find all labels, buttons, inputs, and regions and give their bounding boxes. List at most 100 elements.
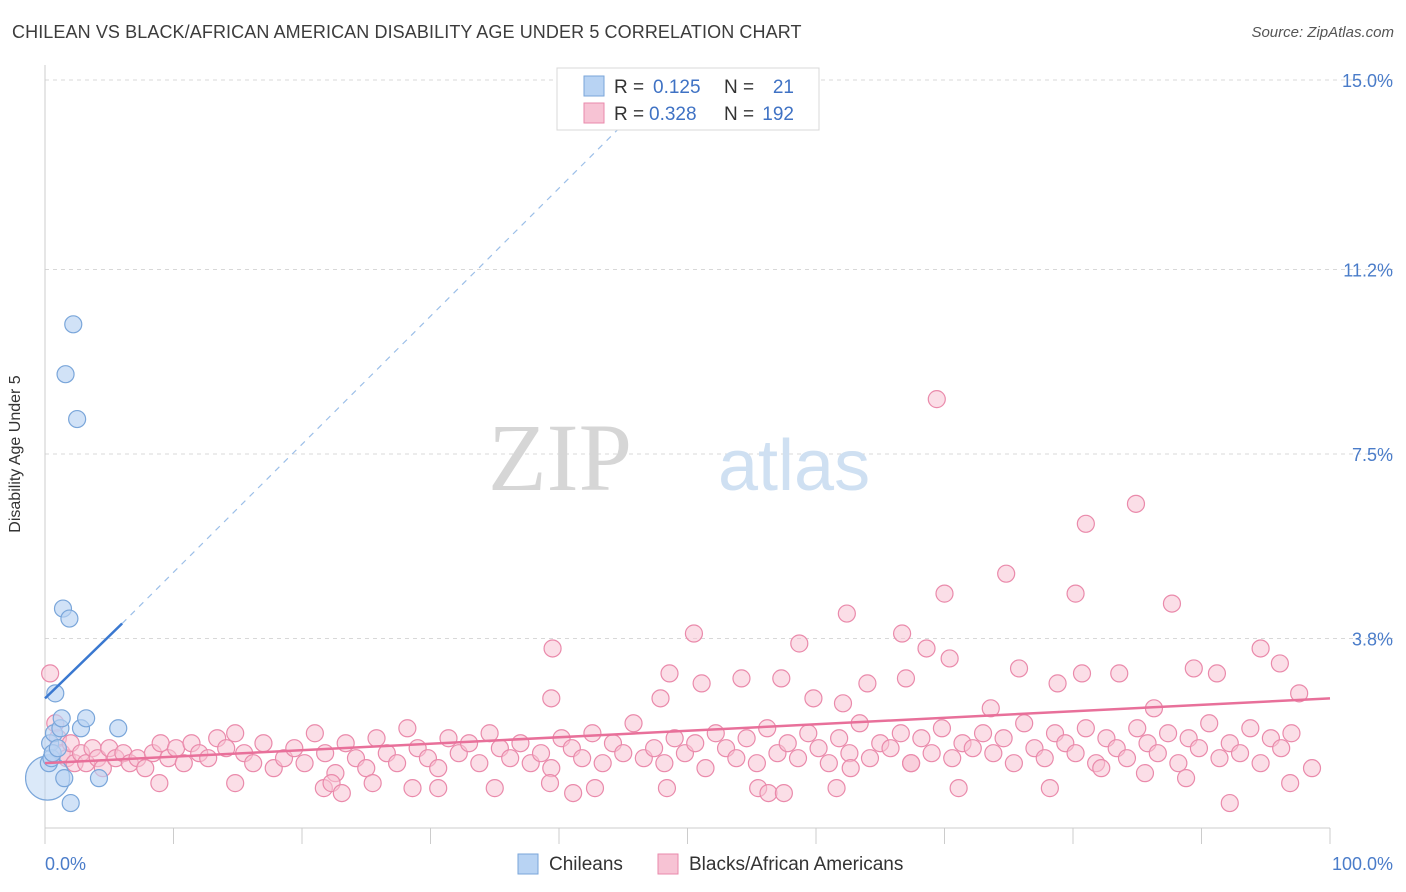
blacks-point-70 <box>655 754 674 773</box>
blacks-point-162 <box>732 669 751 688</box>
blacks-point-102 <box>984 744 1003 763</box>
legend-r-label-2: R = <box>614 104 644 125</box>
chileans-point-15 <box>64 315 83 334</box>
blacks-point-160 <box>651 689 670 708</box>
blacks-point-115 <box>1117 749 1137 768</box>
blacks-point-172 <box>1048 674 1067 693</box>
blacks-point-116 <box>1128 719 1147 738</box>
y-tick-label-0: 3.8% <box>1352 629 1393 649</box>
chileans-point-13 <box>60 609 79 628</box>
blacks-point-31 <box>254 734 273 753</box>
series-legend: Chileans Blacks/African Americans <box>517 853 903 875</box>
chileans-trend-line <box>44 622 123 700</box>
blacks-point-110 <box>1066 744 1085 763</box>
blacks-point-104 <box>1004 754 1023 773</box>
blacks-point-77 <box>727 749 746 768</box>
blacks-point-34 <box>285 739 304 758</box>
legend-r-label-1: R = <box>614 77 644 98</box>
blacks-point-30 <box>244 754 263 773</box>
blacks-point-187 <box>935 584 954 603</box>
chart-title: CHILEAN VS BLACK/AFRICAN AMERICAN DISABI… <box>12 22 802 42</box>
blacks-point-132 <box>150 774 169 793</box>
blacks-point-74 <box>696 759 715 778</box>
blacks-point-183 <box>684 624 704 643</box>
blacks-point-17 <box>136 759 155 778</box>
blacks-point-163 <box>772 669 791 688</box>
blacks-point-133 <box>226 774 245 793</box>
blacks-point-87 <box>830 729 849 748</box>
blacks-point-173 <box>1072 664 1092 683</box>
blacks-point-0 <box>41 664 60 683</box>
blacks-point-73 <box>686 734 705 753</box>
axes <box>44 65 1331 844</box>
blacks-point-92 <box>881 739 900 758</box>
blacks-point-45 <box>398 719 417 738</box>
blacks-point-130 <box>1272 739 1291 758</box>
blacks-point-169 <box>940 649 959 668</box>
blacks-point-154 <box>1135 764 1155 783</box>
blacks-point-185 <box>837 604 856 623</box>
blacks-point-85 <box>809 739 828 758</box>
blacks-point-48 <box>429 759 448 778</box>
blacks-point-127 <box>1241 719 1260 738</box>
x-tick-label-1: 100.0% <box>1332 854 1393 874</box>
y-tick-label-2: 11.2% <box>1343 260 1393 280</box>
blacks-point-100 <box>963 739 982 758</box>
blacks-point-165 <box>833 694 853 713</box>
chileans-legend-swatch <box>517 853 539 875</box>
blacks-point-120 <box>1169 754 1188 773</box>
blacks-point-136 <box>332 783 351 803</box>
blacks-point-62 <box>573 749 592 768</box>
blacks-point-144 <box>657 779 677 798</box>
blacks-point-63 <box>583 724 602 743</box>
blacks-point-164 <box>804 689 823 708</box>
blacks-point-67 <box>624 714 643 733</box>
blacks-point-167 <box>896 669 916 688</box>
blacks-point-22 <box>174 754 193 773</box>
blacks-point-171 <box>1009 659 1029 678</box>
blacks-point-52 <box>470 754 489 773</box>
chileans-point-14 <box>61 793 80 813</box>
legend-n-value-1: 21 <box>773 77 794 98</box>
blacks-point-41 <box>357 759 376 778</box>
blacks-point-58 <box>531 744 551 763</box>
correlation-legend: R = 0.125 N = 21 R = 0.328 N = 192 <box>556 67 820 131</box>
blacks-point-182 <box>660 664 679 683</box>
legend-n-value-2: 192 <box>762 104 794 125</box>
blacks-point-111 <box>1076 719 1095 738</box>
blacks-point-189 <box>1066 584 1085 603</box>
blacks-point-128 <box>1251 754 1270 773</box>
blacks-point-86 <box>819 754 838 773</box>
blacks-point-96 <box>922 744 941 763</box>
blacks-point-190 <box>1076 514 1095 533</box>
chileans-point-6 <box>46 684 65 703</box>
tick-labels: 3.8% 7.5% 11.2% 15.0% 0.0% 100.0% <box>45 71 1393 874</box>
blacks-point-157 <box>1281 774 1300 793</box>
chileans-point-16 <box>68 409 87 429</box>
blacks-point-97 <box>932 719 952 738</box>
chileans-point-19 <box>89 769 109 788</box>
blacks-point-119 <box>1158 724 1178 743</box>
blacks-point-118 <box>1148 744 1167 763</box>
watermark: ZIP atlas <box>488 404 870 511</box>
chileans-trend-extension <box>121 104 643 624</box>
blacks-point-148 <box>827 779 846 798</box>
blacks-point-69 <box>644 739 664 758</box>
blacks-point-98 <box>943 749 962 768</box>
x-tick-label-0: 0.0% <box>45 854 86 874</box>
blacks-point-178 <box>1251 639 1270 658</box>
source-label: Source: ZipAtlas.com <box>1251 24 1394 41</box>
blacks-point-193 <box>927 390 946 409</box>
blacks-point-71 <box>665 729 684 748</box>
blacks-legend-swatch <box>657 853 679 875</box>
blacks-point-141 <box>540 774 560 793</box>
gridlines <box>45 79 1395 639</box>
blacks-point-139 <box>429 779 448 798</box>
trend-lines <box>44 104 1331 765</box>
blacks-trend-line <box>44 697 1331 765</box>
blacks-point-124 <box>1210 749 1229 768</box>
blacks-point-177 <box>1207 664 1227 683</box>
chileans-point-12 <box>56 365 75 384</box>
blacks-point-158 <box>1302 759 1322 778</box>
